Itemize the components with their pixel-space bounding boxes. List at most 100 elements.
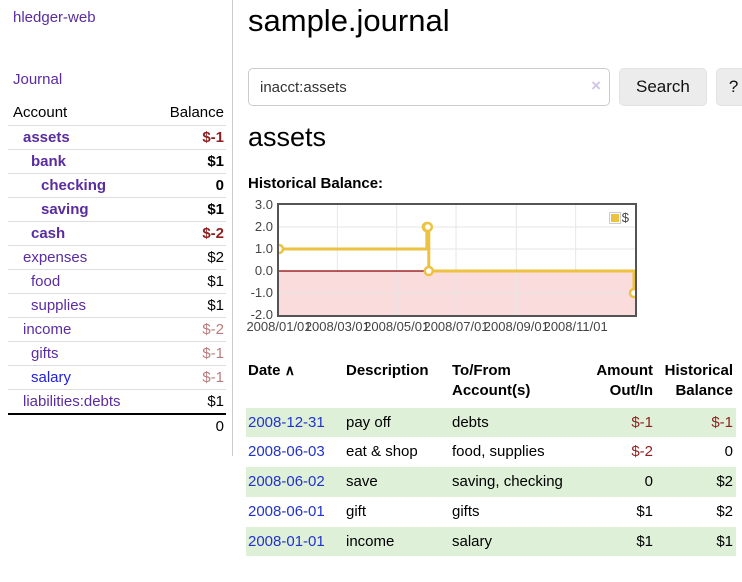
register-row: 2008-06-02 save saving, checking 0 $2 xyxy=(246,467,736,497)
account-link-salary[interactable]: salary xyxy=(31,369,72,386)
transaction-description: gift xyxy=(346,502,367,520)
accounts-total-row: 0 xyxy=(8,414,226,438)
accounts-header-label: To/From Account(s) xyxy=(452,362,531,400)
account-link-supplies[interactable]: supplies xyxy=(31,297,87,314)
date-header-label: Date xyxy=(248,362,281,379)
accounts-total-value: 0 xyxy=(215,418,224,435)
transaction-accounts: salary xyxy=(450,527,578,557)
x-axis-tick: 2008/09/01 xyxy=(483,319,549,334)
transaction-amount: $1 xyxy=(636,532,653,550)
search-button[interactable]: Search xyxy=(619,68,707,106)
y-axis-tick: 0.0 xyxy=(254,263,273,278)
sidebar-item-journal[interactable]: Journal xyxy=(13,71,63,88)
register-header-row: Date ∧ Description To/From Account(s) Am… xyxy=(246,358,736,408)
historical-balance-chart: 3.0 2.0 1.0 0.0 -1.0 -2.0 $ 2008/01/01 2008/03… xyxy=(246,197,666,335)
x-axis-tick: 2008/11/01 xyxy=(543,319,608,334)
y-axis-tick: 1.0 xyxy=(254,241,273,256)
account-row: gifts $-1 xyxy=(8,341,226,366)
search-input[interactable] xyxy=(248,68,610,106)
transaction-balance: $1 xyxy=(716,532,733,550)
transaction-amount: $-2 xyxy=(631,443,653,461)
transaction-balance: $-1 xyxy=(711,413,733,431)
balance-column-header: Balance xyxy=(169,104,224,121)
transaction-accounts: food, supplies xyxy=(450,437,578,467)
account-link-assets[interactable]: assets xyxy=(23,129,70,146)
account-balance: $-2 xyxy=(202,225,224,242)
accounts-table-body: assets $-1 bank $1 checking 0 saving $1 cash $-2 e… xyxy=(8,125,226,415)
description-column-header: Description xyxy=(346,362,429,379)
transaction-balance: $2 xyxy=(716,473,733,490)
transaction-accounts-text: debts xyxy=(452,413,489,431)
transaction-balance: $2 xyxy=(716,502,733,520)
help-button[interactable]: ? xyxy=(715,68,742,106)
transaction-description: pay off xyxy=(346,413,391,431)
x-axis-tick: 2008/05/01 xyxy=(364,319,430,334)
search-box: × xyxy=(248,68,610,106)
transaction-date-link[interactable]: 2008-01-01 xyxy=(248,532,325,550)
transaction-date-link[interactable]: 2008-12-31 xyxy=(248,413,325,431)
account-balance: $-2 xyxy=(202,321,224,338)
date-column-header[interactable]: Date ∧ xyxy=(246,358,344,408)
account-balance: $-1 xyxy=(202,129,224,146)
legend-label: $ xyxy=(621,210,629,225)
account-row: bank $1 xyxy=(8,149,226,174)
account-balance: 0 xyxy=(215,177,224,194)
account-row: expenses $2 xyxy=(8,245,226,270)
account-row: liabilities:debts $1 xyxy=(8,389,226,415)
transaction-accounts-text: salary xyxy=(452,532,493,550)
account-balance: $-1 xyxy=(202,369,224,386)
account-link-expenses[interactable]: expenses xyxy=(23,249,88,266)
y-axis-tick: 2.0 xyxy=(254,219,273,234)
chart-canvas xyxy=(279,205,635,315)
legend-swatch-icon xyxy=(608,211,621,224)
transaction-accounts-text: gifts xyxy=(452,502,480,520)
transaction-balance: 0 xyxy=(724,443,733,461)
account-column-header: Account xyxy=(13,104,68,121)
transaction-date-link[interactable]: 2008-06-03 xyxy=(248,443,325,461)
transaction-accounts-text: food, supplies xyxy=(452,443,545,461)
account-balance: $-1 xyxy=(202,345,224,362)
transaction-date-link[interactable]: 2008-06-02 xyxy=(248,473,325,490)
account-balance: $1 xyxy=(207,153,224,170)
chart-x-axis: 2008/01/01 2008/03/01 2008/05/01 2008/07/01… xyxy=(246,319,637,335)
accounts-table-header: Account Balance xyxy=(8,101,226,126)
account-link-saving[interactable]: saving xyxy=(41,201,89,218)
register-row: 2008-06-03 eat & shop food, supplies $-2 0 xyxy=(246,437,736,467)
transaction-description: save xyxy=(346,473,378,490)
account-row: saving $1 xyxy=(8,197,226,222)
account-link-liabilities:debts[interactable]: liabilities:debts xyxy=(23,393,121,410)
account-row: food $1 xyxy=(8,269,226,294)
account-link-checking[interactable]: checking xyxy=(41,177,107,194)
transaction-accounts-text: saving, checking xyxy=(452,473,563,490)
transaction-date-link[interactable]: 2008-06-01 xyxy=(248,502,325,520)
account-balance: $1 xyxy=(207,201,224,218)
transaction-description: income xyxy=(346,532,395,550)
register-row: 2008-01-01 income salary $1 $1 xyxy=(246,526,736,557)
account-row: salary $-1 xyxy=(8,365,226,390)
account-link-food[interactable]: food xyxy=(31,273,61,290)
chart-label: Historical Balance: xyxy=(248,175,384,192)
chart-plot-area: $ xyxy=(277,203,637,317)
account-row: assets $-1 xyxy=(8,125,226,150)
register-row: 2008-06-01 gift gifts $1 $2 xyxy=(246,497,736,527)
register-table: Date ∧ Description To/From Account(s) Am… xyxy=(246,358,736,557)
account-row: supplies $1 xyxy=(8,293,226,318)
account-row: income $-2 xyxy=(8,317,226,342)
transaction-amount: $-1 xyxy=(631,413,653,431)
account-link-income[interactable]: income xyxy=(23,321,72,338)
accounts-column-header: To/From Account(s) xyxy=(450,358,578,408)
y-axis-tick: -1.0 xyxy=(250,285,273,300)
account-link-bank[interactable]: bank xyxy=(31,153,67,170)
transaction-amount: 0 xyxy=(644,473,653,490)
transaction-accounts: debts xyxy=(450,408,578,438)
x-axis-tick: 2008/03/01 xyxy=(304,319,370,334)
chart-y-axis: 3.0 2.0 1.0 0.0 -1.0 -2.0 xyxy=(246,197,275,322)
main-content: sample.journal × Search ? assets Histori… xyxy=(246,0,742,582)
account-balance: $1 xyxy=(207,297,224,314)
account-link-gifts[interactable]: gifts xyxy=(31,345,59,362)
app-title-link[interactable]: hledger-web xyxy=(13,9,96,26)
clear-search-icon[interactable]: × xyxy=(591,76,601,95)
account-link-cash[interactable]: cash xyxy=(31,225,66,242)
account-heading: assets xyxy=(248,122,327,152)
search-form: × Search ? xyxy=(248,68,742,106)
